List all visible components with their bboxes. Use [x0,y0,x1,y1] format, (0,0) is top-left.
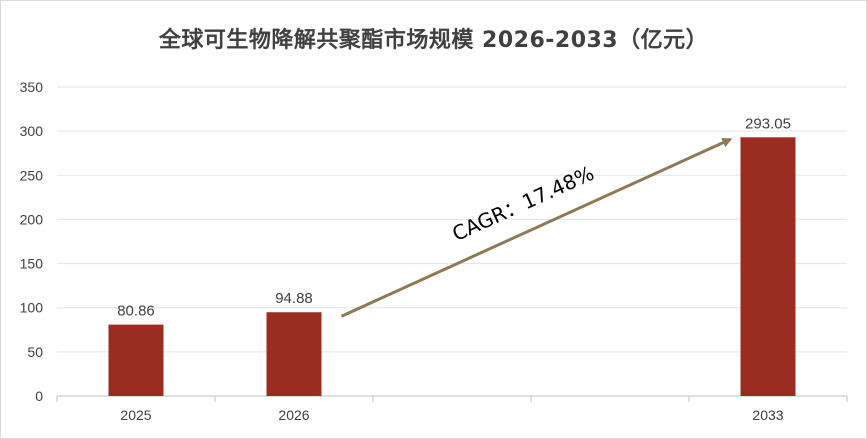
x-tick-label: 2033 [752,407,783,423]
y-tick-label: 0 [35,388,43,404]
data-label: 80.86 [117,303,155,320]
x-tick-label: 2025 [120,407,151,423]
y-tick-label: 100 [20,300,44,316]
y-tick-label: 350 [20,79,44,95]
y-tick-label: 250 [20,167,44,183]
data-label: 293.05 [745,115,791,132]
y-tick-label: 150 [20,256,44,272]
bar [108,324,164,396]
chart-title: 全球可生物降解共聚酯市场规模 2026-2033（亿元） [158,28,709,53]
data-label: 94.88 [275,290,313,307]
y-tick-label: 50 [27,344,43,360]
y-tick-label: 300 [20,123,44,139]
y-tick-label: 200 [20,211,44,227]
bar [266,312,322,396]
bar [740,137,796,396]
x-tick-label: 2026 [278,407,309,423]
cagr-arrow [340,137,733,318]
